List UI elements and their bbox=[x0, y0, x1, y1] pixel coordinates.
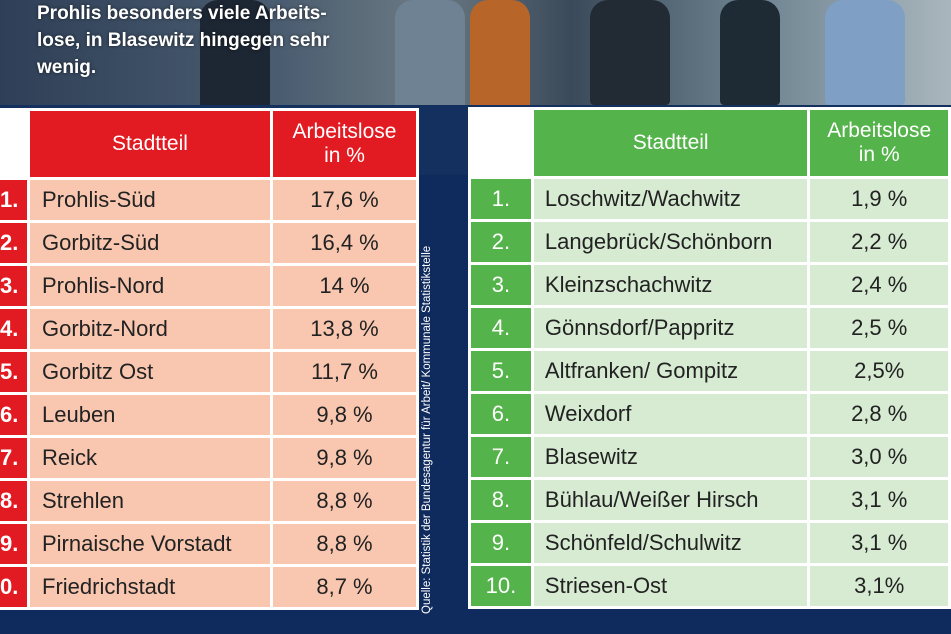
table-row: 9. Pirnaische Vorstadt 8,8 % bbox=[0, 524, 416, 564]
district-cell: Altfranken/ Gompitz bbox=[533, 351, 808, 391]
rate-cell: 14 % bbox=[273, 266, 416, 306]
rate-cell: 3,1% bbox=[810, 566, 948, 606]
rate-cell: 16,4 % bbox=[273, 223, 416, 263]
district-cell: Loschwitz/Wachwitz bbox=[533, 179, 808, 219]
table-row: 4. Gorbitz-Nord 13,8 % bbox=[0, 309, 416, 349]
table-row: 5. Altfranken/ Gompitz 2,5% bbox=[471, 351, 948, 391]
person-figure bbox=[825, 0, 905, 105]
rate-cell: 3,0 % bbox=[810, 437, 948, 477]
district-cell: Blasewitz bbox=[533, 437, 808, 477]
table-row: 6. Leuben 9,8 % bbox=[0, 395, 416, 435]
table-row: 3. Kleinzschachwitz 2,4 % bbox=[471, 265, 948, 305]
table-row: 3. Prohlis-Nord 14 % bbox=[0, 266, 416, 306]
district-cell: Pirnaische Vorstadt bbox=[30, 524, 270, 564]
district-cell: Gorbitz-Nord bbox=[30, 309, 270, 349]
header-spacer bbox=[0, 111, 27, 177]
table-row: 6. Weixdorf 2,8 % bbox=[471, 394, 948, 434]
rank-cell: 7. bbox=[0, 438, 27, 478]
district-cell: Gorbitz Ost bbox=[30, 352, 270, 392]
header-district: Stadtteil bbox=[533, 110, 808, 176]
rate-cell: 8,8 % bbox=[273, 481, 416, 521]
table-row: 8. Strehlen 8,8 % bbox=[0, 481, 416, 521]
rate-cell: 9,8 % bbox=[273, 438, 416, 478]
table-row: 7. Blasewitz 3,0 % bbox=[471, 437, 948, 477]
rate-cell: 8,7 % bbox=[273, 567, 416, 607]
table-row: 10. Striesen-Ost 3,1% bbox=[471, 566, 948, 606]
table-row: 8. Bühlau/Weißer Hirsch 3,1 % bbox=[471, 480, 948, 520]
person-figure bbox=[470, 0, 530, 110]
rate-cell: 3,1 % bbox=[810, 480, 948, 520]
district-cell: Bühlau/Weißer Hirsch bbox=[533, 480, 808, 520]
district-cell: Langebrück/Schönborn bbox=[533, 222, 808, 262]
table-row: 4. Gönnsdorf/Pappritz 2,5 % bbox=[471, 308, 948, 348]
header-rate: Arbeitslose in % bbox=[810, 110, 948, 176]
table-header-row: Stadtteil Arbeitslose in % bbox=[471, 110, 948, 176]
rank-cell: 4. bbox=[0, 309, 27, 349]
district-cell: Prohlis-Nord bbox=[30, 266, 270, 306]
district-cell: Weixdorf bbox=[533, 394, 808, 434]
highest-unemployment-table: Stadtteil Arbeitslose in % 1. Prohlis-Süd… bbox=[0, 108, 419, 610]
rank-cell: 6. bbox=[471, 394, 531, 434]
rate-cell: 2,5% bbox=[810, 351, 948, 391]
rate-cell: 2,5 % bbox=[810, 308, 948, 348]
district-cell: Friedrichstadt bbox=[30, 567, 270, 607]
rank-cell: 8. bbox=[471, 480, 531, 520]
rate-cell: 2,4 % bbox=[810, 265, 948, 305]
table-row: 2. Langebrück/Schönborn 2,2 % bbox=[471, 222, 948, 262]
rate-cell: 11,7 % bbox=[273, 352, 416, 392]
rate-cell: 8,8 % bbox=[273, 524, 416, 564]
rate-cell: 2,8 % bbox=[810, 394, 948, 434]
table-row: 7. Reick 9,8 % bbox=[0, 438, 416, 478]
table-row: 1. Loschwitz/Wachwitz 1,9 % bbox=[471, 179, 948, 219]
person-figure bbox=[720, 0, 780, 105]
rank-cell: 5. bbox=[471, 351, 531, 391]
rank-cell: 9. bbox=[471, 523, 531, 563]
person-figure bbox=[590, 0, 670, 105]
rank-cell: 0. bbox=[0, 567, 27, 607]
table-row: 5. Gorbitz Ost 11,7 % bbox=[0, 352, 416, 392]
rank-cell: 6. bbox=[0, 395, 27, 435]
header-rate: Arbeitslose in % bbox=[273, 111, 416, 177]
table-row: 2. Gorbitz-Süd 16,4 % bbox=[0, 223, 416, 263]
table-row: 1. Prohlis-Süd 17,6 % bbox=[0, 180, 416, 220]
rate-cell: 1,9 % bbox=[810, 179, 948, 219]
rank-cell: 3. bbox=[471, 265, 531, 305]
rank-cell: 4. bbox=[471, 308, 531, 348]
source-note: Quelle: Statistik der Bundesagentur für … bbox=[421, 245, 433, 614]
district-cell: Gorbitz-Süd bbox=[30, 223, 270, 263]
intro-text: Prohlis besonders viele Arbeits- lose, i… bbox=[37, 3, 330, 78]
rank-cell: 2. bbox=[0, 223, 27, 263]
rank-cell: 8. bbox=[0, 481, 27, 521]
rate-cell: 17,6 % bbox=[273, 180, 416, 220]
district-cell: Striesen-Ost bbox=[533, 566, 808, 606]
rank-cell: 2. bbox=[471, 222, 531, 262]
rate-cell: 3,1 % bbox=[810, 523, 948, 563]
table-header-row: Stadtteil Arbeitslose in % bbox=[0, 111, 416, 177]
rate-cell: 2,2 % bbox=[810, 222, 948, 262]
rank-cell: 5. bbox=[0, 352, 27, 392]
rank-cell: 10. bbox=[471, 566, 531, 606]
rank-cell: 9. bbox=[0, 524, 27, 564]
header-spacer bbox=[471, 110, 531, 176]
table-row: 9. Schönfeld/Schulwitz 3,1 % bbox=[471, 523, 948, 563]
district-cell: Leuben bbox=[30, 395, 270, 435]
rank-cell: 7. bbox=[471, 437, 531, 477]
rate-cell: 9,8 % bbox=[273, 395, 416, 435]
person-figure bbox=[395, 0, 465, 120]
district-cell: Gönnsdorf/Pappritz bbox=[533, 308, 808, 348]
table-row: 0. Friedrichstadt 8,7 % bbox=[0, 567, 416, 607]
lowest-unemployment-table: Stadtteil Arbeitslose in % 1. Loschwitz/W… bbox=[468, 107, 951, 609]
rate-cell: 13,8 % bbox=[273, 309, 416, 349]
district-cell: Strehlen bbox=[30, 481, 270, 521]
rank-cell: 3. bbox=[0, 266, 27, 306]
district-cell: Reick bbox=[30, 438, 270, 478]
district-cell: Schönfeld/Schulwitz bbox=[533, 523, 808, 563]
rank-cell: 1. bbox=[471, 179, 531, 219]
person-figure bbox=[200, 0, 270, 110]
district-cell: Kleinzschachwitz bbox=[533, 265, 808, 305]
rank-cell: 1. bbox=[0, 180, 27, 220]
district-cell: Prohlis-Süd bbox=[30, 180, 270, 220]
header-district: Stadtteil bbox=[30, 111, 270, 177]
